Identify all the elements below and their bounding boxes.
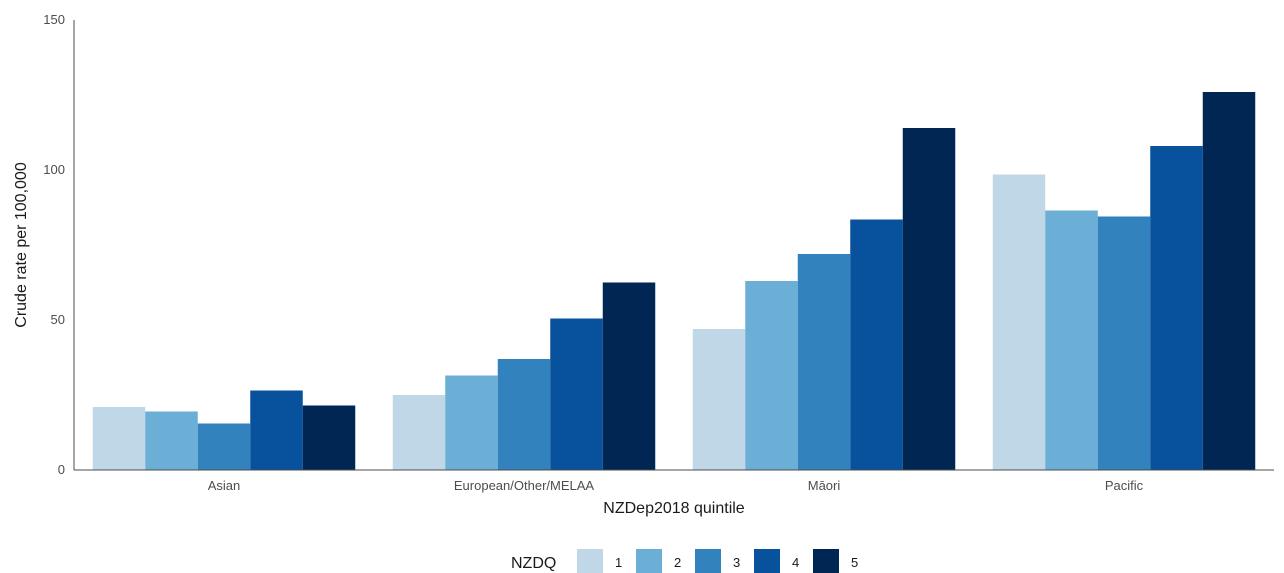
y-tick-label: 100 [43,162,65,177]
bar [902,128,956,470]
x-axis-ticks: Asian European/Other/MELAA Māori Pacific [208,478,1144,493]
bar [392,395,446,470]
bar [745,281,798,470]
x-tick-label: Pacific [1105,478,1144,493]
y-axis-title: Crude rate per 100,000 [13,162,30,328]
bar [1150,146,1203,470]
bar [92,407,146,470]
bar [497,359,551,470]
bar [797,254,851,470]
bar [1202,92,1256,470]
bar [850,219,903,470]
bar [692,329,746,470]
bar [1097,216,1151,470]
y-tick-label: 150 [43,12,65,27]
x-tick-label: Asian [208,478,241,493]
bar [145,411,198,470]
bar [602,282,656,470]
bar [992,174,1046,470]
legend-label: 4 [792,555,799,570]
bar [1045,210,1098,470]
bar [550,318,603,470]
legend-label: 1 [615,555,622,570]
legend-swatch [754,549,780,573]
y-tick-label: 50 [51,312,65,327]
legend-label: 2 [674,555,681,570]
bar [250,390,303,470]
y-axis-ticks: 0 50 100 150 [43,12,65,477]
legend-label: 5 [851,555,858,570]
legend-swatch [577,549,603,573]
bar [197,423,251,470]
x-tick-label: European/Other/MELAA [454,478,595,493]
legend-swatch [636,549,662,573]
legend-swatch [813,549,839,573]
legend-items: 1 2 3 4 5 [577,549,858,573]
bar [302,405,356,470]
x-axis-title: NZDep2018 quintile [603,500,745,517]
bar [445,375,498,470]
y-tick-label: 0 [58,462,65,477]
x-tick-label: Māori [808,478,841,493]
legend-swatch [695,549,721,573]
legend-label: 3 [733,555,740,570]
legend-title: NZDQ [511,555,556,572]
bars [92,92,1256,470]
legend: NZDQ 1 2 3 4 5 [511,549,858,573]
